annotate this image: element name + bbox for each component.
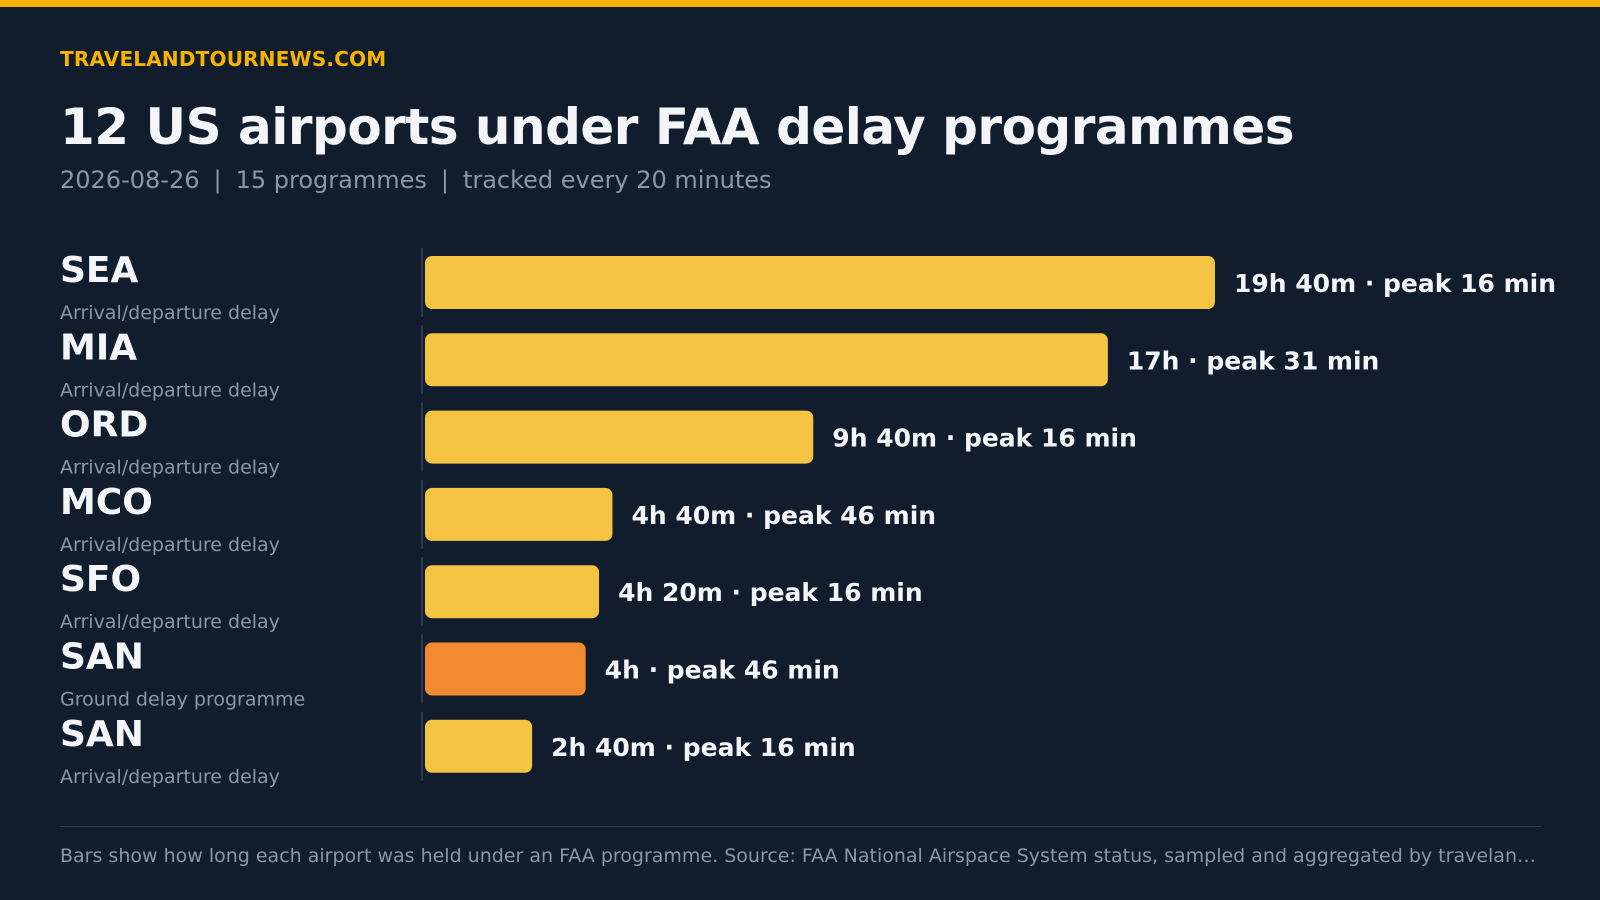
programme-type-label: Arrival/departure delay <box>60 457 280 479</box>
bar <box>425 410 814 464</box>
subtitle-date: 2026-08-26 <box>60 166 200 194</box>
top-accent-stripe <box>0 0 1600 7</box>
data-label: 2h 40m · peak 16 min <box>551 733 856 762</box>
programme-type-label: Arrival/departure delay <box>60 611 280 633</box>
programme-type-label: Arrival/departure delay <box>60 534 280 556</box>
subtitle-cadence: tracked every 20 minutes <box>462 166 772 194</box>
programme-type-label: Ground delay programme <box>60 689 305 711</box>
subtitle-separator: | <box>440 166 449 194</box>
footnote: Bars show how long each airport was held… <box>60 845 1541 867</box>
programme-type-label: Arrival/departure delay <box>60 379 280 401</box>
category-label: SEA <box>60 250 139 291</box>
category-label: MIA <box>60 327 137 368</box>
category-label: SAN <box>60 637 144 678</box>
bar <box>425 256 1215 309</box>
chart-rows: SEA Arrival/departure delay 19h 40m · peak… <box>60 248 1556 788</box>
footer-divider <box>60 826 1541 827</box>
bar <box>425 565 600 619</box>
chart-subtitle: 2026-08-26 | 15 programmes | tracked every 2… <box>60 166 772 194</box>
bar <box>425 487 613 541</box>
category-label: SAN <box>60 714 144 755</box>
data-label: 9h 40m · peak 16 min <box>832 424 1137 453</box>
data-label: 4h 40m · peak 46 min <box>631 501 936 530</box>
data-label: 17h · peak 31 min <box>1127 346 1379 375</box>
bar <box>425 642 586 696</box>
programme-type-label: Arrival/departure delay <box>60 302 280 324</box>
category-label: SFO <box>60 559 141 600</box>
data-label: 4h 20m · peak 16 min <box>618 578 923 607</box>
data-label: 19h 40m · peak 16 min <box>1234 269 1556 298</box>
subtitle-separator: | <box>213 166 222 194</box>
bar <box>425 719 533 773</box>
data-label: 4h · peak 46 min <box>605 656 840 685</box>
chart-title: 12 US airports under FAA delay programme… <box>60 98 1295 156</box>
brand-label: TRAVELANDTOURNEWS.COM <box>60 47 387 71</box>
category-label: MCO <box>60 482 153 523</box>
programme-type-label: Arrival/departure delay <box>60 766 280 788</box>
bar <box>425 333 1108 387</box>
subtitle-programme-count: 15 programmes <box>235 166 427 194</box>
category-label: ORD <box>60 405 148 446</box>
